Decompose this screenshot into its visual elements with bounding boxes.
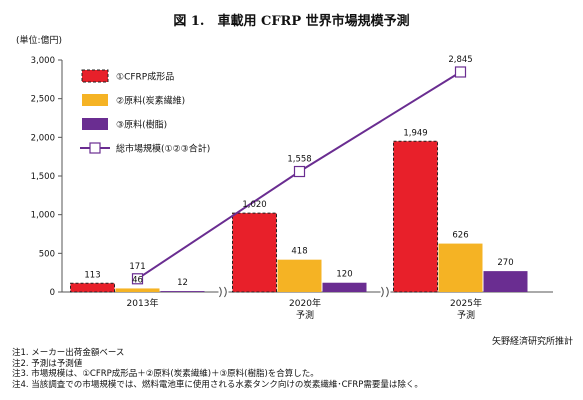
bar [70,282,115,293]
bar-value-label: 626 [452,231,468,241]
legend-swatch [82,94,108,106]
legend-swatch [81,69,109,83]
total-value-label: 171 [129,262,145,272]
total-marker [293,165,306,178]
bar-value-label: 46 [132,275,143,285]
legend-label: 総市場規模(①②③合計) [116,143,210,155]
legend-marker [89,142,101,154]
source-credit: 矢野経済研究所推計 [491,337,573,347]
unit-label: (単位:億円) [16,36,63,46]
bar [483,271,528,292]
legend-label: ②原料(炭素繊維) [116,95,185,107]
total-value-label: 2,845 [448,55,472,65]
total-marker [454,66,467,78]
y-tick-label: 2,000 [31,133,55,143]
chart-plot: 0 500 1,000 1,500 2,000 2,500 3,000 113 46 12 201… [31,55,553,321]
axis-break-mark [386,286,389,298]
y-tick-label: 2,500 [31,95,55,105]
bar-value-label: 12 [177,278,188,288]
axis-break-mark [219,286,222,298]
y-tick-label: 1,500 [31,172,55,182]
bar [232,212,277,293]
legend-label: ①CFRP成形品 [116,71,174,83]
legend-swatch [82,118,108,130]
bar [115,288,160,292]
note-line: 注2. 予測は予測値 [12,358,83,369]
y-tick-label: 3,000 [31,56,55,66]
legend-label: ③原料(樹脂) [116,119,167,131]
y-tick-label: 0 [50,288,55,298]
y-tick-label: 500 [39,249,55,259]
note-line: 注4. 当該調査での市場規模では、燃料電池車に使用される水素タンク向けの炭素繊維… [12,379,423,390]
bar [438,243,483,292]
note-line: 注1. メーカー出荷金額ベース [12,348,125,358]
category-label: 予測 [457,309,475,321]
category-label: 2020年 [289,297,321,309]
bar-value-label: 113 [84,270,100,280]
total-value-label: 1,558 [287,155,311,165]
bar-value-label: 1,949 [403,128,427,138]
note-line: 注3. 市場規模は、①CFRP成形品＋②原料(炭素繊維)＋③原料(樹脂)を合算し… [12,369,319,379]
bar [277,259,322,292]
bar-value-label: 120 [336,270,352,280]
notes: 注1. メーカー出荷金額ベース 注2. 予測は予測値 注3. 市場規模は、①CF… [12,348,423,390]
total-marker [131,273,144,285]
bar-value-label: 270 [497,258,513,268]
category-label: 2025年 [450,297,482,309]
chart-title: 図 1. 車載用 CFRP 世界市場規模予測 [173,14,410,29]
axis-break-gap [380,286,391,298]
category-label: 2013年 [127,297,159,309]
axis-break-mark [224,286,227,298]
category-label: 予測 [296,309,314,321]
bar [160,291,205,292]
bar-value-label: 418 [291,247,307,257]
axis-break-mark [381,286,384,298]
axis-break-gap [218,286,229,298]
y-tick-label: 1,000 [31,211,55,221]
bar [322,282,367,292]
bar-value-label: 1,020 [242,200,266,210]
bar [393,140,438,293]
